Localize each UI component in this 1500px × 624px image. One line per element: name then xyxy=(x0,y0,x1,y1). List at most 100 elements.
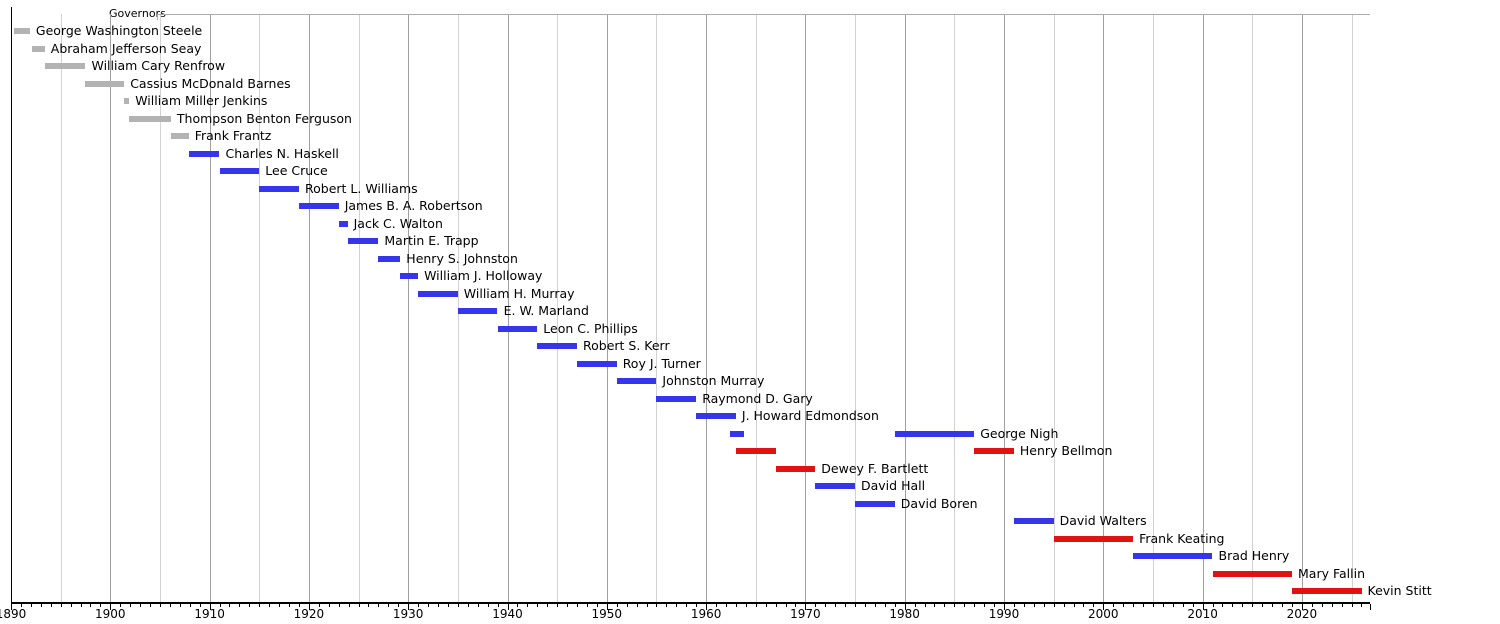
x-axis-tick-1916 xyxy=(269,604,271,607)
gridline-1990 xyxy=(1004,14,1005,602)
x-axis-tick-1906 xyxy=(169,604,171,607)
x-axis-tick-1992 xyxy=(1023,604,1025,607)
x-axis-tick-2000 xyxy=(1103,604,1105,610)
x-axis-tick-1958 xyxy=(686,604,688,607)
x-axis-tick-1965 xyxy=(755,604,757,607)
x-axis-tick-2010 xyxy=(1202,604,1204,610)
x-axis-tick-1938 xyxy=(487,604,489,607)
x-axis-tick-1936 xyxy=(467,604,469,607)
x-axis-tick-1893 xyxy=(40,604,42,607)
x-axis-tick-1954 xyxy=(646,604,648,607)
x-tick-label-1980: 1980 xyxy=(889,607,920,621)
governor-name: James B. A. Robertson xyxy=(344,198,483,213)
x-axis-tick-2013 xyxy=(1232,604,1234,607)
term-bar-8-0 xyxy=(219,168,260,174)
gridline-1915 xyxy=(259,14,261,602)
term-bar-20-0 xyxy=(616,378,657,384)
x-axis-tick-1991 xyxy=(1013,604,1015,607)
x-axis-tick-2018 xyxy=(1282,604,1284,607)
governor-name: William H. Murray xyxy=(463,285,575,301)
x-axis-tick-1957 xyxy=(676,604,678,607)
gridline-2010 xyxy=(1202,14,1204,602)
governor-name: Abraham Jefferson Seay xyxy=(50,40,202,56)
x-axis-tick-1942 xyxy=(527,604,529,607)
x-axis-tick-1951 xyxy=(616,604,618,607)
x-axis-tick-2007 xyxy=(1172,604,1174,607)
x-axis-tick-1896 xyxy=(70,604,72,607)
x-axis-tick-1962 xyxy=(725,604,727,607)
x-axis-tick-1988 xyxy=(984,604,986,607)
term-bar-24-1 xyxy=(974,448,1014,454)
x-axis-tick-1926 xyxy=(368,604,370,607)
chart-frame-top-line xyxy=(157,14,1370,15)
x-axis-tick-1990 xyxy=(1004,604,1005,610)
x-axis-tick-1985 xyxy=(954,604,956,607)
x-axis-tick-2024 xyxy=(1341,604,1343,607)
term-bar-24-0 xyxy=(735,448,776,454)
x-tick-label-1920: 1920 xyxy=(293,607,325,621)
x-axis-tick-1923 xyxy=(338,604,340,607)
governor-name: Henry S. Johnston xyxy=(406,250,518,266)
x-axis-tick-1987 xyxy=(974,604,976,607)
term-bar-5-0 xyxy=(129,115,171,122)
governor-name: William Miller Jenkins xyxy=(135,93,268,108)
x-axis-tick-1970 xyxy=(805,604,807,610)
governor-name: Roy J. Turner xyxy=(622,355,701,371)
x-axis-tick-1910 xyxy=(209,604,211,610)
x-axis-tick-2008 xyxy=(1182,604,1184,607)
x-axis-tick-2020 xyxy=(1301,604,1303,610)
x-axis-tick-1927 xyxy=(378,604,380,607)
x-axis-tick-1999 xyxy=(1093,604,1095,607)
x-tick-label-1950: 1950 xyxy=(591,607,623,621)
x-axis-tick-1918 xyxy=(289,604,291,607)
gridline-1960 xyxy=(706,14,708,602)
x-axis-tick-1932 xyxy=(428,604,430,607)
x-axis-tick-1955 xyxy=(656,604,658,607)
x-axis-tick-1919 xyxy=(298,604,300,607)
governor-name: George Washington Steele xyxy=(35,23,203,38)
x-tick-label-1930: 1930 xyxy=(392,607,424,621)
x-axis-tick-1966 xyxy=(765,604,767,607)
gridline-1940 xyxy=(507,14,509,602)
gridline-1955 xyxy=(656,14,658,602)
x-axis-tick-1911 xyxy=(219,604,221,607)
term-bar-7-0 xyxy=(188,150,220,157)
x-axis-tick-1982 xyxy=(924,604,926,607)
governor-name: Raymond D. Gary xyxy=(702,390,813,406)
x-axis-tick-1892 xyxy=(30,604,32,607)
x-axis-tick-2014 xyxy=(1242,604,1244,607)
term-bar-31-0 xyxy=(1212,570,1292,577)
governor-name: Charles N. Haskell xyxy=(225,145,339,161)
x-axis-tick-1968 xyxy=(785,604,787,607)
x-axis-tick-1961 xyxy=(716,604,718,607)
term-bar-14-0 xyxy=(400,273,419,279)
gridline-1975 xyxy=(855,14,857,602)
x-axis-tick-1939 xyxy=(497,604,499,607)
gridline-1985 xyxy=(954,14,956,602)
x-tick-label-1970: 1970 xyxy=(790,607,821,621)
x-axis-tick-1909 xyxy=(199,604,201,607)
x-axis-tick-1967 xyxy=(775,604,777,607)
x-axis-end-tick xyxy=(1370,604,1371,610)
x-axis-tick-2016 xyxy=(1262,604,1264,607)
x-axis-tick-2004 xyxy=(1143,604,1145,607)
x-axis-tick-1900 xyxy=(110,604,112,610)
governor-name: Kevin Stitt xyxy=(1367,583,1432,598)
term-bar-3-0 xyxy=(84,80,125,87)
governor-name: David Walters xyxy=(1059,513,1147,528)
governor-name: Robert L. Williams xyxy=(305,180,418,196)
x-tick-label-2000: 2000 xyxy=(1088,607,1119,621)
x-axis-tick-1943 xyxy=(537,604,539,607)
governor-name: Frank Frantz xyxy=(194,128,272,143)
x-axis-tick-1997 xyxy=(1073,604,1075,607)
x-axis-tick-1963 xyxy=(735,604,737,607)
gridline-1930 xyxy=(408,14,410,602)
x-axis-tick-1969 xyxy=(795,604,797,607)
x-axis-tick-1949 xyxy=(596,604,598,607)
term-bar-15-0 xyxy=(418,290,458,297)
x-axis-tick-2026 xyxy=(1361,604,1363,607)
x-axis-tick-1890 xyxy=(11,604,12,610)
x-axis-tick-1946 xyxy=(567,604,569,607)
gridline-2025 xyxy=(1351,14,1353,602)
term-bar-1-0 xyxy=(31,45,45,52)
